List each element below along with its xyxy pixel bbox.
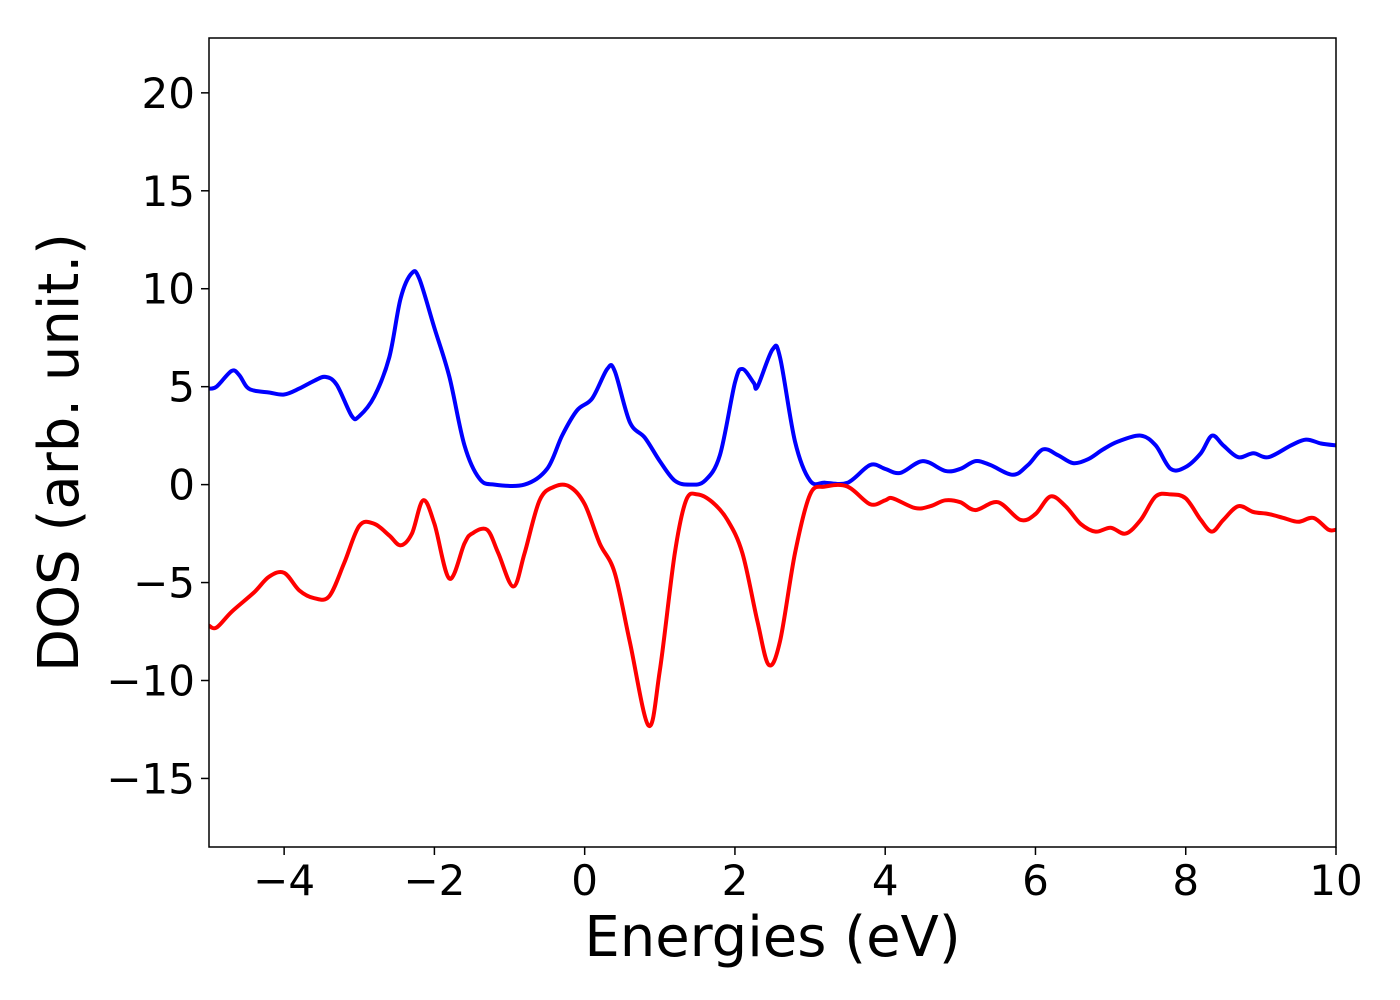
y-tick-label: −15 xyxy=(106,754,195,803)
y-tick-label: 0 xyxy=(168,461,195,510)
y-tick-label: 20 xyxy=(142,69,195,118)
dos-series-line-2 xyxy=(209,482,1336,728)
x-tick-label: −2 xyxy=(403,856,465,905)
x-axis: −4 −2 0 2 4 6 8 10 xyxy=(253,847,1363,905)
dos-series-line-1 xyxy=(209,269,1336,489)
y-axis: −15 −10 −5 0 5 10 15 20 xyxy=(106,69,209,803)
x-tick-label: 0 xyxy=(571,856,598,905)
y-tick-label: 10 xyxy=(142,265,195,314)
plot-area xyxy=(209,269,1336,728)
x-tick-label: −4 xyxy=(253,856,315,905)
y-tick-label: −10 xyxy=(106,656,195,705)
x-tick-label: 2 xyxy=(722,856,749,905)
y-axis-title: DOS (arb. unit.) xyxy=(27,233,92,672)
y-tick-label: −5 xyxy=(133,559,195,608)
x-tick-label: 4 xyxy=(872,856,899,905)
x-tick-label: 8 xyxy=(1172,856,1199,905)
plot-frame xyxy=(208,37,1337,848)
x-tick-label: 6 xyxy=(1022,856,1049,905)
x-axis-title: Energies (eV) xyxy=(584,905,960,970)
y-tick-label: 5 xyxy=(168,363,195,412)
y-tick-label: 15 xyxy=(142,167,195,216)
x-tick-label: 10 xyxy=(1309,856,1362,905)
